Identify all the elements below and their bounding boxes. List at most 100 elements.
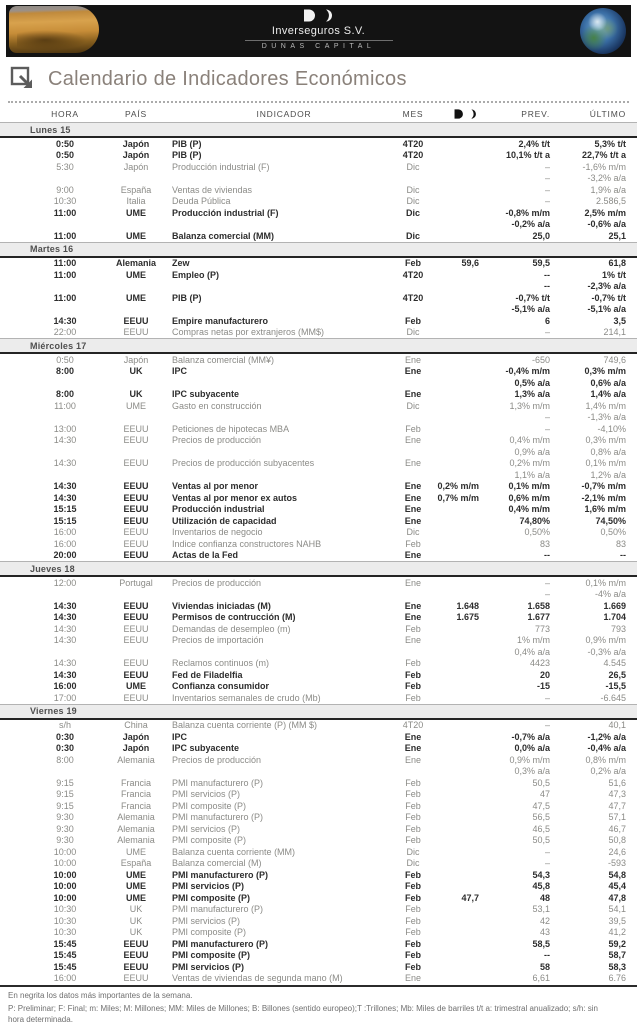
table-row: 11:00 UME PIB (P) 4T20 -0,7% t/t -0,7% t/t xyxy=(0,292,637,304)
cell-ultimo: 0,2% a/a xyxy=(590,766,626,777)
calendar-table-body: Lunes 15 0:50 Japón PIB (P) 4T20 2,4% t/t 5,3%… xyxy=(0,122,637,984)
table-row: 0:50 Japón PIB (P) 4T20 10,1% t/t a 22,7% t/t… xyxy=(0,150,637,162)
cell-prev: -0,2% a/a xyxy=(511,219,550,230)
cell-mes: Dic xyxy=(405,207,420,218)
cell-ultimo: 6.76 xyxy=(608,973,626,984)
cell-pais: EEUU xyxy=(123,692,149,703)
cell-prev: 59,5 xyxy=(532,258,550,269)
cell-mes: Feb xyxy=(405,692,421,703)
section-header-day: Martes 16 xyxy=(0,241,637,258)
table-row: 14:30 EEUU Precios de importación Ene 1% m/m… xyxy=(0,635,637,647)
cell-mes: Feb xyxy=(405,823,421,834)
cell-mes: Feb xyxy=(404,950,421,961)
cell-hora: 14:30 xyxy=(53,658,77,669)
cell-ultimo: 0,9% m/m xyxy=(585,635,626,646)
cell-prev: – xyxy=(544,196,550,207)
cell-prev: 47,5 xyxy=(532,800,550,811)
cell-indicador: Ventas al por menor xyxy=(172,481,259,492)
cell-mes: Ene xyxy=(404,600,422,611)
cell-indicador: Balanza comercial (MM) xyxy=(172,230,275,241)
table-row: 9:00 España Ventas de viviendas Dic – 1,9% a/… xyxy=(0,184,637,196)
table-row: 14:30 EEUU Permisos de contrucción (M) Ene 1… xyxy=(0,612,637,624)
cell-pais: EEUU xyxy=(123,538,149,549)
cell-prev: – xyxy=(544,577,550,588)
cell-ultimo: 47,3 xyxy=(608,789,626,800)
cell-pais: UME xyxy=(126,400,146,411)
cell-prev: 0,9% m/m xyxy=(509,754,550,765)
cell-mes: Dic xyxy=(406,184,420,195)
cell-ultimo: 25,1 xyxy=(608,230,626,241)
cell-pais: UK xyxy=(129,904,143,915)
cell-ultimo: -0,3% a/a xyxy=(587,646,626,657)
section-header-day: Jueves 18 xyxy=(0,561,637,577)
col-header-mes: MES xyxy=(402,108,424,119)
earth-photo xyxy=(580,8,626,54)
cell-hora: 15:45 xyxy=(53,938,77,949)
cell-indicador: Compras netas por extranjeros (MM$) xyxy=(172,327,325,338)
cell-pais: EEUU xyxy=(123,315,149,326)
cell-hora: 10:30 xyxy=(53,196,77,207)
cell-hora: 14:30 xyxy=(53,458,77,469)
cell-hora: 9:15 xyxy=(56,789,74,800)
cell-hora: s/h xyxy=(58,720,71,731)
page-title-bar: Calendario de Indicadores Económicos xyxy=(0,57,637,98)
cell-pais: Japón xyxy=(123,161,149,172)
section-header-day: Lunes 15 xyxy=(0,122,637,138)
cell-pais: EEUU xyxy=(123,327,149,338)
cell-ultimo: 2,5% m/m xyxy=(584,207,626,218)
cell-hora: 16:00 xyxy=(53,538,77,549)
cell-mes: Feb xyxy=(404,869,421,880)
cell-prev: 48 xyxy=(539,892,550,903)
cell-ultimo: -0,7% t/t xyxy=(591,292,626,303)
cell-indicador: Confianza consumidor xyxy=(172,681,270,692)
cell-hora: 0:30 xyxy=(55,731,74,742)
cell-ultimo: 39,5 xyxy=(608,915,626,926)
table-row: 14:30 EEUU Demandas de desempleo (m) Feb 773… xyxy=(0,623,637,635)
cell-mes: Feb xyxy=(404,681,421,692)
brand-divider xyxy=(244,40,393,41)
table-row: 8:00 Alemania Precios de producción Ene 0,9%… xyxy=(0,754,637,766)
table-row: 8:00 UK IPC Ene -0,4% m/m 0,3% m/m xyxy=(0,366,637,378)
cell-prev: 6,61 xyxy=(532,973,550,984)
cell-indicador: Zew xyxy=(172,258,190,269)
calendar-export-icon xyxy=(10,66,32,88)
cell-indicador: Reclamos continuos (m) xyxy=(172,658,270,669)
cell-prev: 773 xyxy=(534,623,550,634)
cell-hora: 0:30 xyxy=(55,743,74,754)
cell-hora: 11:00 xyxy=(53,230,77,241)
cell-indicador: PMI composite (P) xyxy=(172,835,247,846)
cell-mes: Ene xyxy=(404,481,422,492)
cell-prev: – xyxy=(544,858,550,869)
cell-prev: 0,6% m/m xyxy=(508,492,550,503)
cell-mes: Feb xyxy=(405,927,421,938)
cell-indicador: PMI servicios (P) xyxy=(172,823,241,834)
cell-mes: 4T20 xyxy=(402,150,424,161)
cell-prev: – xyxy=(544,184,550,195)
cell-ultimo: -15,5 xyxy=(605,681,626,692)
cell-ultimo: -0,4% a/a xyxy=(587,743,626,754)
cell-mes: Ene xyxy=(404,354,421,365)
cell-prev: – xyxy=(544,589,550,600)
table-row: 9:15 Francia PMI composite (P) Feb 47,5 47,7 xyxy=(0,800,637,812)
cell-ultimo: 59,2 xyxy=(608,938,626,949)
table-row: 0,4% a/a -0,3% a/a xyxy=(0,646,637,658)
cell-ultimo: 0,50% xyxy=(600,527,626,538)
cell-prev: 42 xyxy=(539,915,550,926)
cell-mes: Feb xyxy=(405,789,421,800)
table-row: 10:00 UME PMI servicios (P) Feb 45,8 45,4 xyxy=(0,881,637,893)
cell-ultimo: 1,6% m/m xyxy=(584,504,626,515)
cell-pais: UK xyxy=(129,389,143,400)
cell-prev: -0,7% a/a xyxy=(511,731,550,742)
cell-ultimo: 58,3 xyxy=(608,961,626,972)
cell-hora: 15:45 xyxy=(53,961,77,972)
cell-prev: – xyxy=(544,161,550,172)
cell-ultimo: -1,3% a/a xyxy=(587,412,626,423)
table-row: 14:30 EEUU Ventas al por menor ex autos Ene… xyxy=(0,492,637,504)
cell-pais: Alemania xyxy=(117,812,155,823)
cell-pais: España xyxy=(120,184,152,195)
cell-ultimo: 83 xyxy=(615,538,626,549)
cell-indicador: Precios de producción xyxy=(172,435,262,446)
cell-ultimo: -6.645 xyxy=(600,692,626,703)
cell-ultimo: 74,50% xyxy=(595,515,626,526)
cell-prev: 58,5 xyxy=(532,938,550,949)
